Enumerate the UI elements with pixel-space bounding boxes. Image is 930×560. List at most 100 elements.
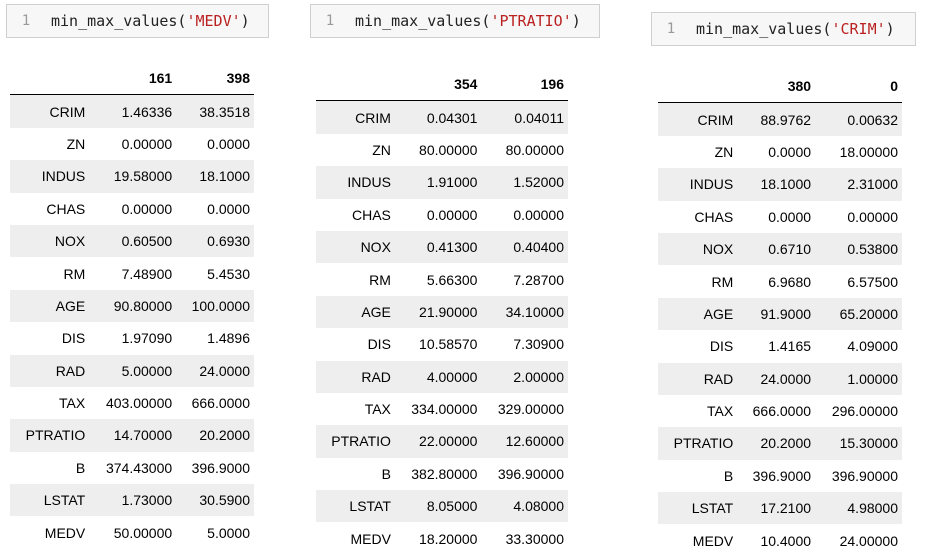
table-cell: 20.2000 (760, 435, 812, 452)
table-row: CRIM 1.46336 38.3518 (10, 94, 254, 128)
table-cell: 396.9000 (752, 467, 812, 484)
code-cell[interactable]: 1 min_max_values('MEDV') (6, 4, 269, 38)
table-row: B 382.80000 396.90000 (316, 458, 568, 490)
table-row: AGE 90.80000 100.0000 (10, 289, 254, 323)
table-cell: 88.9762 (760, 111, 812, 128)
table-row: NOX 0.41300 0.40400 (316, 230, 568, 264)
table-cell: 0.00000 (847, 208, 898, 225)
code-cell[interactable]: 1 min_max_values('CRIM') (651, 12, 916, 46)
table-row: PTRATIO 20.2000 15.30000 (658, 427, 902, 460)
table-cell: 1.91000 (426, 174, 478, 191)
table-cell: 4.00000 (426, 368, 478, 385)
table-row: MEDV 18.20000 33.30000 (316, 522, 568, 554)
table-cell: 0.40400 (513, 239, 564, 256)
table-row: NOX 0.60500 0.6930 (10, 224, 254, 258)
close-paren: ) (571, 12, 581, 30)
table-row: CHAS 0.00000 0.00000 (316, 199, 568, 231)
close-paren: ) (885, 20, 895, 38)
row-label: CHAS (694, 208, 734, 225)
function-name: min_max_values( (355, 12, 491, 30)
code-text: min_max_values('MEDV') (45, 12, 250, 30)
table-row: ZN 0.00000 0.0000 (10, 128, 254, 160)
row-label: INDUS (689, 176, 734, 193)
index-header (10, 62, 90, 96)
table-row: ZN 80.00000 80.00000 (316, 134, 568, 166)
table-row: LSTAT 8.05000 4.08000 (316, 490, 568, 523)
table-row: B 374.43000 396.9000 (10, 452, 254, 484)
row-label: MEDV (44, 524, 86, 541)
table-row: INDUS 1.91000 1.52000 (316, 166, 568, 199)
row-label: AGE (703, 305, 734, 322)
table-row: AGE 91.9000 65.20000 (658, 297, 902, 331)
string-argument: 'MEDV' (186, 12, 241, 30)
table-row: MEDV 10.4000 24.00000 (658, 524, 902, 556)
table-cell: 1.46336 (121, 103, 173, 120)
table-row: NOX 0.6710 0.53800 (658, 232, 902, 266)
row-label: TAX (707, 403, 734, 420)
row-label: LSTAT (691, 500, 734, 517)
table-cell: 20.2000 (199, 427, 250, 444)
column-header: 380 (737, 70, 816, 104)
table-row: DIS 1.97090 1.4896 (10, 322, 254, 354)
table-cell: 0.00000 (513, 206, 564, 223)
row-label: DIS (709, 338, 734, 355)
table-cell: 14.70000 (113, 427, 173, 444)
line-number: 1 (325, 13, 335, 29)
index-header (316, 68, 395, 102)
table-row: TAX 666.0000 296.00000 (658, 395, 902, 427)
table-cell: 0.0000 (768, 143, 812, 160)
row-label: B (75, 459, 86, 476)
string-argument: 'CRIM' (831, 20, 886, 38)
header-row: 380 0 (658, 70, 902, 104)
column-header: 0 (815, 70, 902, 104)
table-cell: 374.43000 (105, 459, 173, 476)
output-dataframe: 380 0 CRIM 88.9762 0.00632 ZN 0.0000 18.00000 IN… (658, 70, 902, 557)
row-label: NOX (54, 233, 86, 250)
table-cell: 12.60000 (505, 433, 564, 450)
row-label: CRIM (697, 111, 734, 128)
row-label: RM (711, 273, 734, 290)
table-row: RAD 4.00000 2.00000 (316, 360, 568, 393)
code-cell[interactable]: 1 min_max_values('PTRATIO') (310, 4, 600, 38)
table-row: RM 7.48900 5.4530 (10, 257, 254, 289)
table-cell: 65.20000 (839, 305, 898, 322)
table-row: ZN 0.0000 18.00000 (658, 136, 902, 168)
table-cell: 22.00000 (419, 433, 478, 450)
row-label: AGE (361, 303, 391, 320)
code-text: min_max_values('CRIM') (690, 20, 895, 38)
table-cell: 21.90000 (419, 303, 478, 320)
row-label: NOX (702, 241, 734, 258)
header-row: 354 196 (316, 68, 568, 102)
row-label: CRIM (355, 109, 391, 126)
table-cell: 1.4896 (207, 330, 250, 347)
table-cell: 396.90000 (497, 465, 564, 482)
table-cell: 5.66300 (426, 271, 478, 288)
row-label: RAD (703, 370, 734, 387)
table-cell: 5.00000 (121, 362, 173, 379)
row-label: PTRATIO (331, 433, 391, 450)
table-row: DIS 10.58570 7.30900 (316, 328, 568, 360)
row-label: CHAS (46, 200, 86, 217)
table-cell: 17.2100 (760, 500, 812, 517)
row-label: B (723, 467, 734, 484)
table-cell: 80.00000 (505, 141, 564, 158)
table-cell: 18.1000 (760, 176, 812, 193)
row-label: MEDV (692, 532, 734, 549)
table-row: B 396.9000 396.90000 (658, 460, 902, 492)
table-cell: 403.00000 (105, 395, 173, 412)
table-cell: 666.0000 (191, 395, 250, 412)
table-row: INDUS 18.1000 2.31000 (658, 168, 902, 201)
string-argument: 'PTRATIO' (490, 12, 572, 30)
table-row: CHAS 0.0000 0.00000 (658, 201, 902, 233)
table-cell: 0.0000 (768, 208, 812, 225)
table-row: RM 6.9680 6.57500 (658, 265, 902, 297)
table-cell: 1.4165 (768, 338, 812, 355)
table-row: MEDV 50.00000 5.0000 (10, 516, 254, 548)
row-label: RAD (361, 368, 391, 385)
table-row: CHAS 0.00000 0.0000 (10, 193, 254, 225)
row-label: DIS (61, 330, 86, 347)
function-name: min_max_values( (51, 12, 187, 30)
table-cell: 24.00000 (839, 532, 898, 549)
row-label: CRIM (49, 103, 86, 120)
row-label: LSTAT (349, 498, 391, 515)
